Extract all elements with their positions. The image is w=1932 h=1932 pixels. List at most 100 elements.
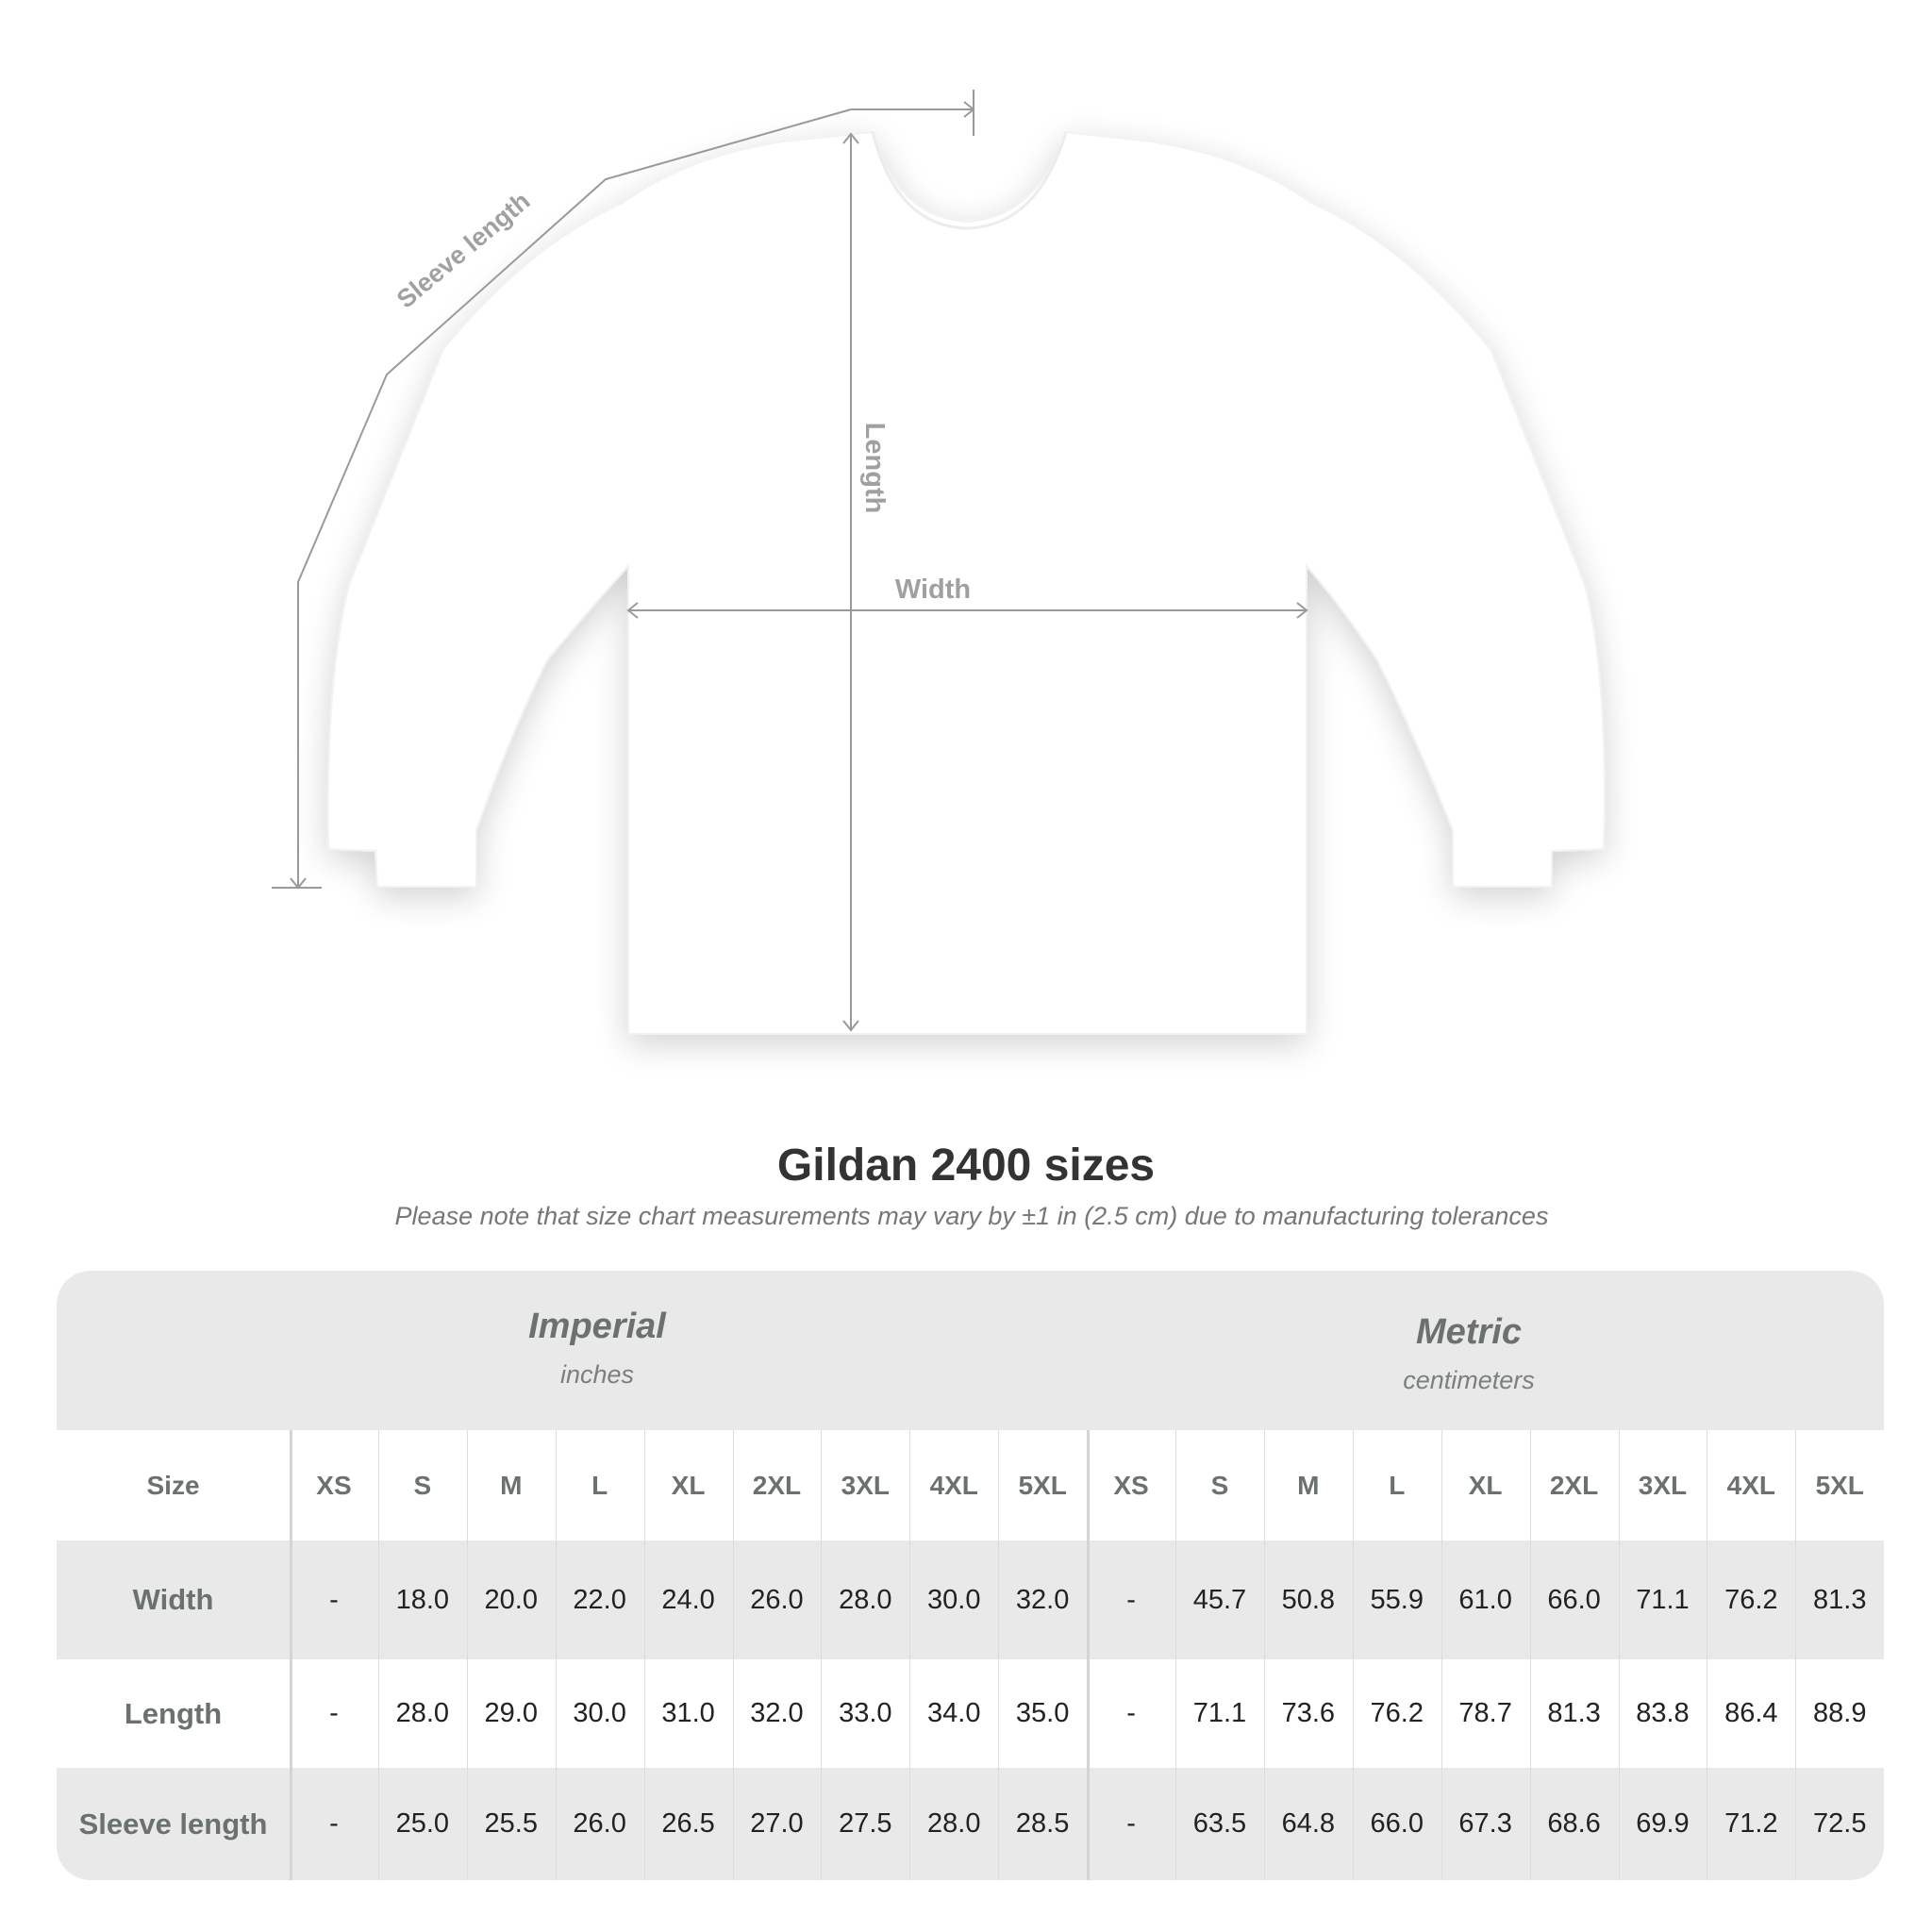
value-cell: 24.0 [661, 1584, 715, 1615]
length-label: Length [859, 423, 890, 514]
value-cell: 45.7 [1192, 1584, 1247, 1615]
row-label-sleeve-length: Sleeve length [78, 1807, 268, 1840]
size-metric-m: M [1297, 1470, 1320, 1500]
value-cell: 72.5 [1813, 1808, 1867, 1839]
imperial-title: Imperial [528, 1307, 666, 1346]
column-divider [290, 1430, 292, 1880]
size-imperial-s: S [413, 1470, 432, 1500]
size-metric-xl: XL [1468, 1470, 1503, 1500]
row-shading [57, 1768, 1884, 1880]
value-cell: 28.0 [395, 1698, 450, 1728]
size-table: Imperial inches Metric centimeters Size X… [57, 1271, 1884, 1880]
row-label-width: Width [132, 1583, 214, 1616]
metric-unit: centimeters [1403, 1366, 1535, 1394]
length-line [842, 132, 859, 1032]
value-cell: - [329, 1698, 339, 1728]
metric-header: Metric centimeters [1186, 1312, 1752, 1395]
size-metric-2xl: 2XL [1549, 1470, 1599, 1500]
value-cell: 28.5 [1015, 1808, 1070, 1839]
value-cell: 33.0 [839, 1698, 892, 1728]
size-metric-l: L [1389, 1470, 1406, 1500]
value-cell: 67.3 [1458, 1808, 1512, 1839]
value-cell: 32.0 [1015, 1584, 1070, 1615]
value-cell: 28.0 [927, 1808, 981, 1839]
value-cell: 71.1 [1636, 1584, 1690, 1615]
size-metric-5xl: 5XL [1815, 1470, 1864, 1500]
value-cell: 66.0 [1370, 1808, 1424, 1839]
size-metric-4xl: 4XL [1726, 1470, 1776, 1500]
value-cell: 81.3 [1547, 1698, 1601, 1728]
column-divider [643, 1430, 645, 1880]
column-divider [377, 1430, 379, 1880]
row-shading [57, 1541, 1884, 1659]
value-cell: 22.0 [573, 1584, 626, 1615]
imperial-header: Imperial inches [314, 1307, 880, 1390]
value-cell: 86.4 [1724, 1698, 1778, 1728]
width-line [626, 602, 1308, 619]
value-cell: 66.0 [1547, 1584, 1601, 1615]
value-cell: 83.8 [1636, 1698, 1690, 1728]
value-cell: 55.9 [1370, 1584, 1424, 1615]
value-cell: 29.0 [484, 1698, 538, 1728]
size-metric-xs: XS [1113, 1470, 1149, 1500]
value-cell: 78.7 [1458, 1698, 1512, 1728]
column-divider [732, 1430, 734, 1880]
value-cell: 76.2 [1370, 1698, 1424, 1728]
value-cell: 34.0 [927, 1698, 981, 1728]
column-divider [1618, 1430, 1620, 1880]
value-cell: - [329, 1808, 339, 1839]
value-cell: 26.5 [661, 1808, 715, 1839]
column-divider [909, 1430, 911, 1880]
value-cell: - [1126, 1584, 1136, 1615]
column-divider [1441, 1430, 1442, 1880]
longsleeve-shirt-illustration [326, 130, 1606, 1035]
value-cell: 81.3 [1813, 1584, 1867, 1615]
value-cell: 27.0 [750, 1808, 804, 1839]
value-cell: 32.0 [750, 1698, 804, 1728]
metric-title: Metric [1416, 1312, 1522, 1352]
value-cell: - [329, 1584, 339, 1615]
value-cell: 30.0 [573, 1698, 626, 1728]
measurement-lines [272, 90, 1308, 1032]
value-cell: 26.0 [750, 1584, 804, 1615]
value-cell: 25.5 [484, 1808, 538, 1839]
page-title: Gildan 2400 sizes [776, 1141, 1156, 1191]
value-cell: 26.0 [573, 1808, 626, 1839]
size-metric-s: S [1210, 1470, 1229, 1500]
sleeve-length-line [272, 90, 974, 889]
value-cell: 25.0 [395, 1808, 450, 1839]
column-divider [1263, 1430, 1265, 1880]
imperial-unit: inches [559, 1360, 635, 1389]
value-cell: 88.9 [1813, 1698, 1867, 1728]
value-cell: 68.6 [1547, 1808, 1601, 1839]
shirt-diagram: Sleeve length Length Width [272, 90, 1606, 1035]
column-divider [555, 1430, 557, 1880]
size-header: Size [146, 1470, 200, 1500]
size-imperial-2xl: 2XL [752, 1470, 802, 1500]
value-cell: 31.0 [661, 1698, 715, 1728]
sleeve-arrowheads [290, 101, 975, 890]
value-cell: 28.0 [839, 1584, 892, 1615]
column-divider [1087, 1430, 1091, 1880]
value-cell: - [1126, 1808, 1136, 1839]
size-imperial-l: L [591, 1470, 608, 1500]
size-imperial-5xl: 5XL [1018, 1470, 1067, 1500]
value-cell: 30.0 [927, 1584, 981, 1615]
unit-header-band [57, 1271, 1884, 1430]
value-cell: 64.8 [1281, 1808, 1336, 1839]
column-divider [1529, 1430, 1531, 1880]
value-cell: 71.1 [1192, 1698, 1247, 1728]
tolerance-note: Please note that size chart measurements… [394, 1202, 1549, 1230]
value-cell: 18.0 [395, 1584, 450, 1615]
value-cell: 73.6 [1281, 1698, 1336, 1728]
size-imperial-4xl: 4XL [929, 1470, 978, 1500]
row-label-length: Length [124, 1696, 223, 1730]
value-cell: - [1126, 1698, 1136, 1728]
value-cell: 71.2 [1724, 1808, 1778, 1839]
column-divider [998, 1430, 1000, 1880]
column-divider [1175, 1430, 1176, 1880]
value-cell: 76.2 [1724, 1584, 1778, 1615]
size-metric-3xl: 3XL [1638, 1470, 1688, 1500]
size-imperial-xs: XS [316, 1470, 352, 1500]
value-cell: 63.5 [1192, 1808, 1247, 1839]
